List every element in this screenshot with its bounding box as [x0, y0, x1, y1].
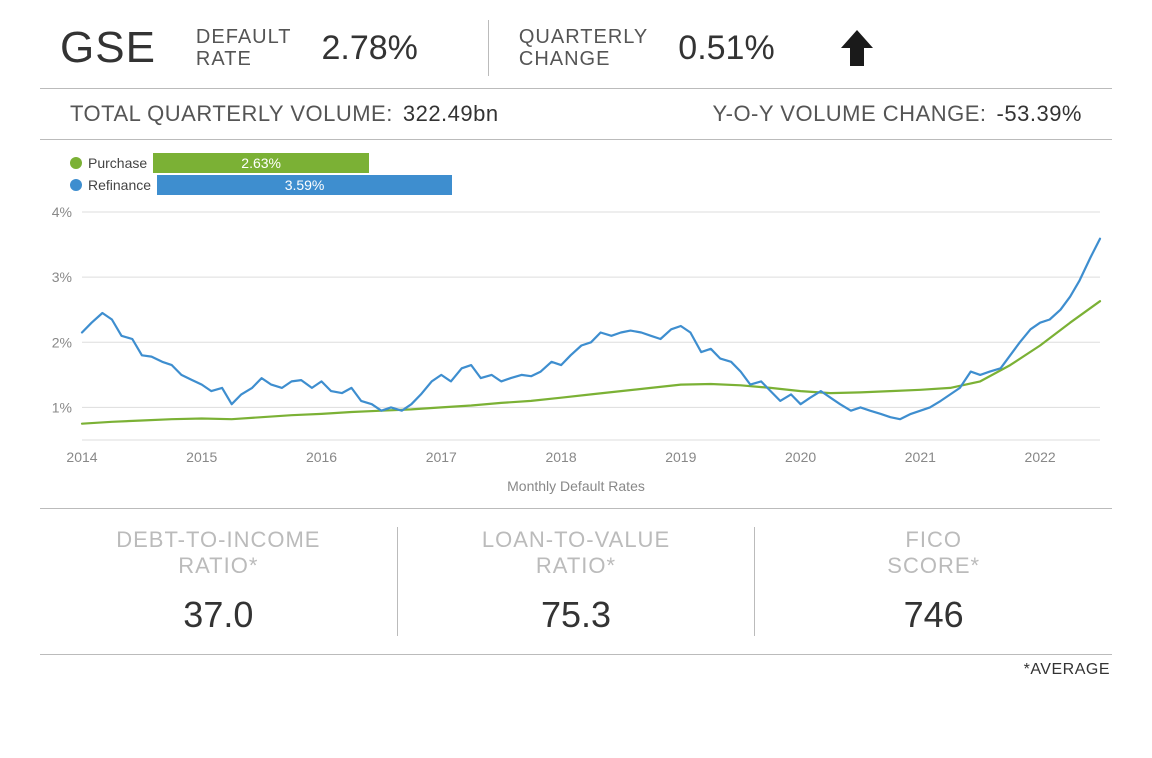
- svg-text:2%: 2%: [52, 334, 72, 350]
- header-divider: [488, 20, 489, 76]
- metric-value: 746: [775, 594, 1092, 636]
- svg-text:2018: 2018: [545, 449, 576, 465]
- metric-label-2: RATIO*: [418, 553, 735, 579]
- legend-label-refinance: Refinance: [88, 177, 151, 193]
- metric-label-2: RATIO*: [60, 553, 377, 579]
- default-rate-label-1: DEFAULT: [196, 26, 292, 48]
- metric-value: 37.0: [60, 594, 377, 636]
- quarterly-change-value: 0.51%: [678, 29, 774, 68]
- legend-value-purchase: 2.63%: [241, 155, 281, 171]
- total-volume-label: TOTAL QUARTERLY VOLUME:: [70, 101, 393, 127]
- svg-text:2022: 2022: [1025, 449, 1056, 465]
- quarterly-change-label-1: QUARTERLY: [519, 26, 648, 48]
- legend-label-purchase: Purchase: [88, 155, 147, 171]
- svg-text:1%: 1%: [52, 399, 72, 415]
- metrics-row: DEBT-TO-INCOME RATIO* 37.0 LOAN-TO-VALUE…: [40, 509, 1112, 655]
- quarterly-change-label: QUARTERLY CHANGE: [519, 26, 648, 70]
- svg-text:2015: 2015: [186, 449, 217, 465]
- header-primary: GSE DEFAULT RATE 2.78% QUARTERLY CHANGE …: [40, 20, 1112, 89]
- metric-fico: FICO SCORE* 746: [754, 527, 1112, 636]
- legend-row-refinance: Refinance 3.59%: [70, 174, 452, 196]
- svg-text:2021: 2021: [905, 449, 936, 465]
- total-volume-group: TOTAL QUARTERLY VOLUME: 322.49bn: [70, 101, 499, 127]
- page-title: GSE: [60, 23, 156, 73]
- legend-value-refinance: 3.59%: [285, 177, 325, 193]
- chart-legend: Purchase 2.63% Refinance 3.59%: [70, 152, 452, 196]
- quarterly-change-label-2: CHANGE: [519, 48, 648, 70]
- svg-text:2020: 2020: [785, 449, 816, 465]
- total-volume-value: 322.49bn: [403, 101, 499, 127]
- legend-dot-icon: [70, 179, 82, 191]
- arrow-up-icon: [835, 26, 879, 70]
- svg-text:2017: 2017: [426, 449, 457, 465]
- metric-label: FICO SCORE*: [775, 527, 1092, 580]
- yoy-change-group: Y-O-Y VOLUME CHANGE: -53.39%: [712, 101, 1082, 127]
- svg-text:2019: 2019: [665, 449, 696, 465]
- svg-text:2014: 2014: [66, 449, 97, 465]
- svg-text:3%: 3%: [52, 269, 72, 285]
- chart-area: Purchase 2.63% Refinance 3.59% 1% 2% 3% 4% 2…: [40, 140, 1112, 509]
- metric-dti: DEBT-TO-INCOME RATIO* 37.0: [40, 527, 397, 636]
- legend-bar-purchase: 2.63%: [153, 153, 369, 173]
- legend-row-purchase: Purchase 2.63%: [70, 152, 452, 174]
- legend-dot-icon: [70, 157, 82, 169]
- yoy-change-value: -53.39%: [997, 101, 1082, 127]
- metric-label: LOAN-TO-VALUE RATIO*: [418, 527, 735, 580]
- default-rate-label: DEFAULT RATE: [196, 26, 292, 70]
- chart-bottom-divider: [40, 508, 1112, 509]
- svg-text:2016: 2016: [306, 449, 337, 465]
- footnote: *AVERAGE: [40, 655, 1112, 679]
- yoy-change-label: Y-O-Y VOLUME CHANGE:: [712, 101, 986, 127]
- legend-bar-refinance: 3.59%: [157, 175, 452, 195]
- metric-label-1: DEBT-TO-INCOME: [60, 527, 377, 553]
- dashboard: GSE DEFAULT RATE 2.78% QUARTERLY CHANGE …: [0, 0, 1152, 689]
- metric-ltv: LOAN-TO-VALUE RATIO* 75.3: [397, 527, 755, 636]
- default-rate-value: 2.78%: [321, 29, 417, 68]
- svg-text:4%: 4%: [52, 204, 72, 220]
- chart-title: Monthly Default Rates: [40, 478, 1112, 494]
- metric-value: 75.3: [418, 594, 735, 636]
- metric-label-1: FICO: [775, 527, 1092, 553]
- metric-label-1: LOAN-TO-VALUE: [418, 527, 735, 553]
- metric-label-2: SCORE*: [775, 553, 1092, 579]
- header-secondary: TOTAL QUARTERLY VOLUME: 322.49bn Y-O-Y V…: [40, 89, 1112, 140]
- default-rate-label-2: RATE: [196, 48, 292, 70]
- metric-label: DEBT-TO-INCOME RATIO*: [60, 527, 377, 580]
- line-chart: 1% 2% 3% 4% 2014 2015 2016 2017 2018 2019 2020 2021…: [40, 150, 1112, 480]
